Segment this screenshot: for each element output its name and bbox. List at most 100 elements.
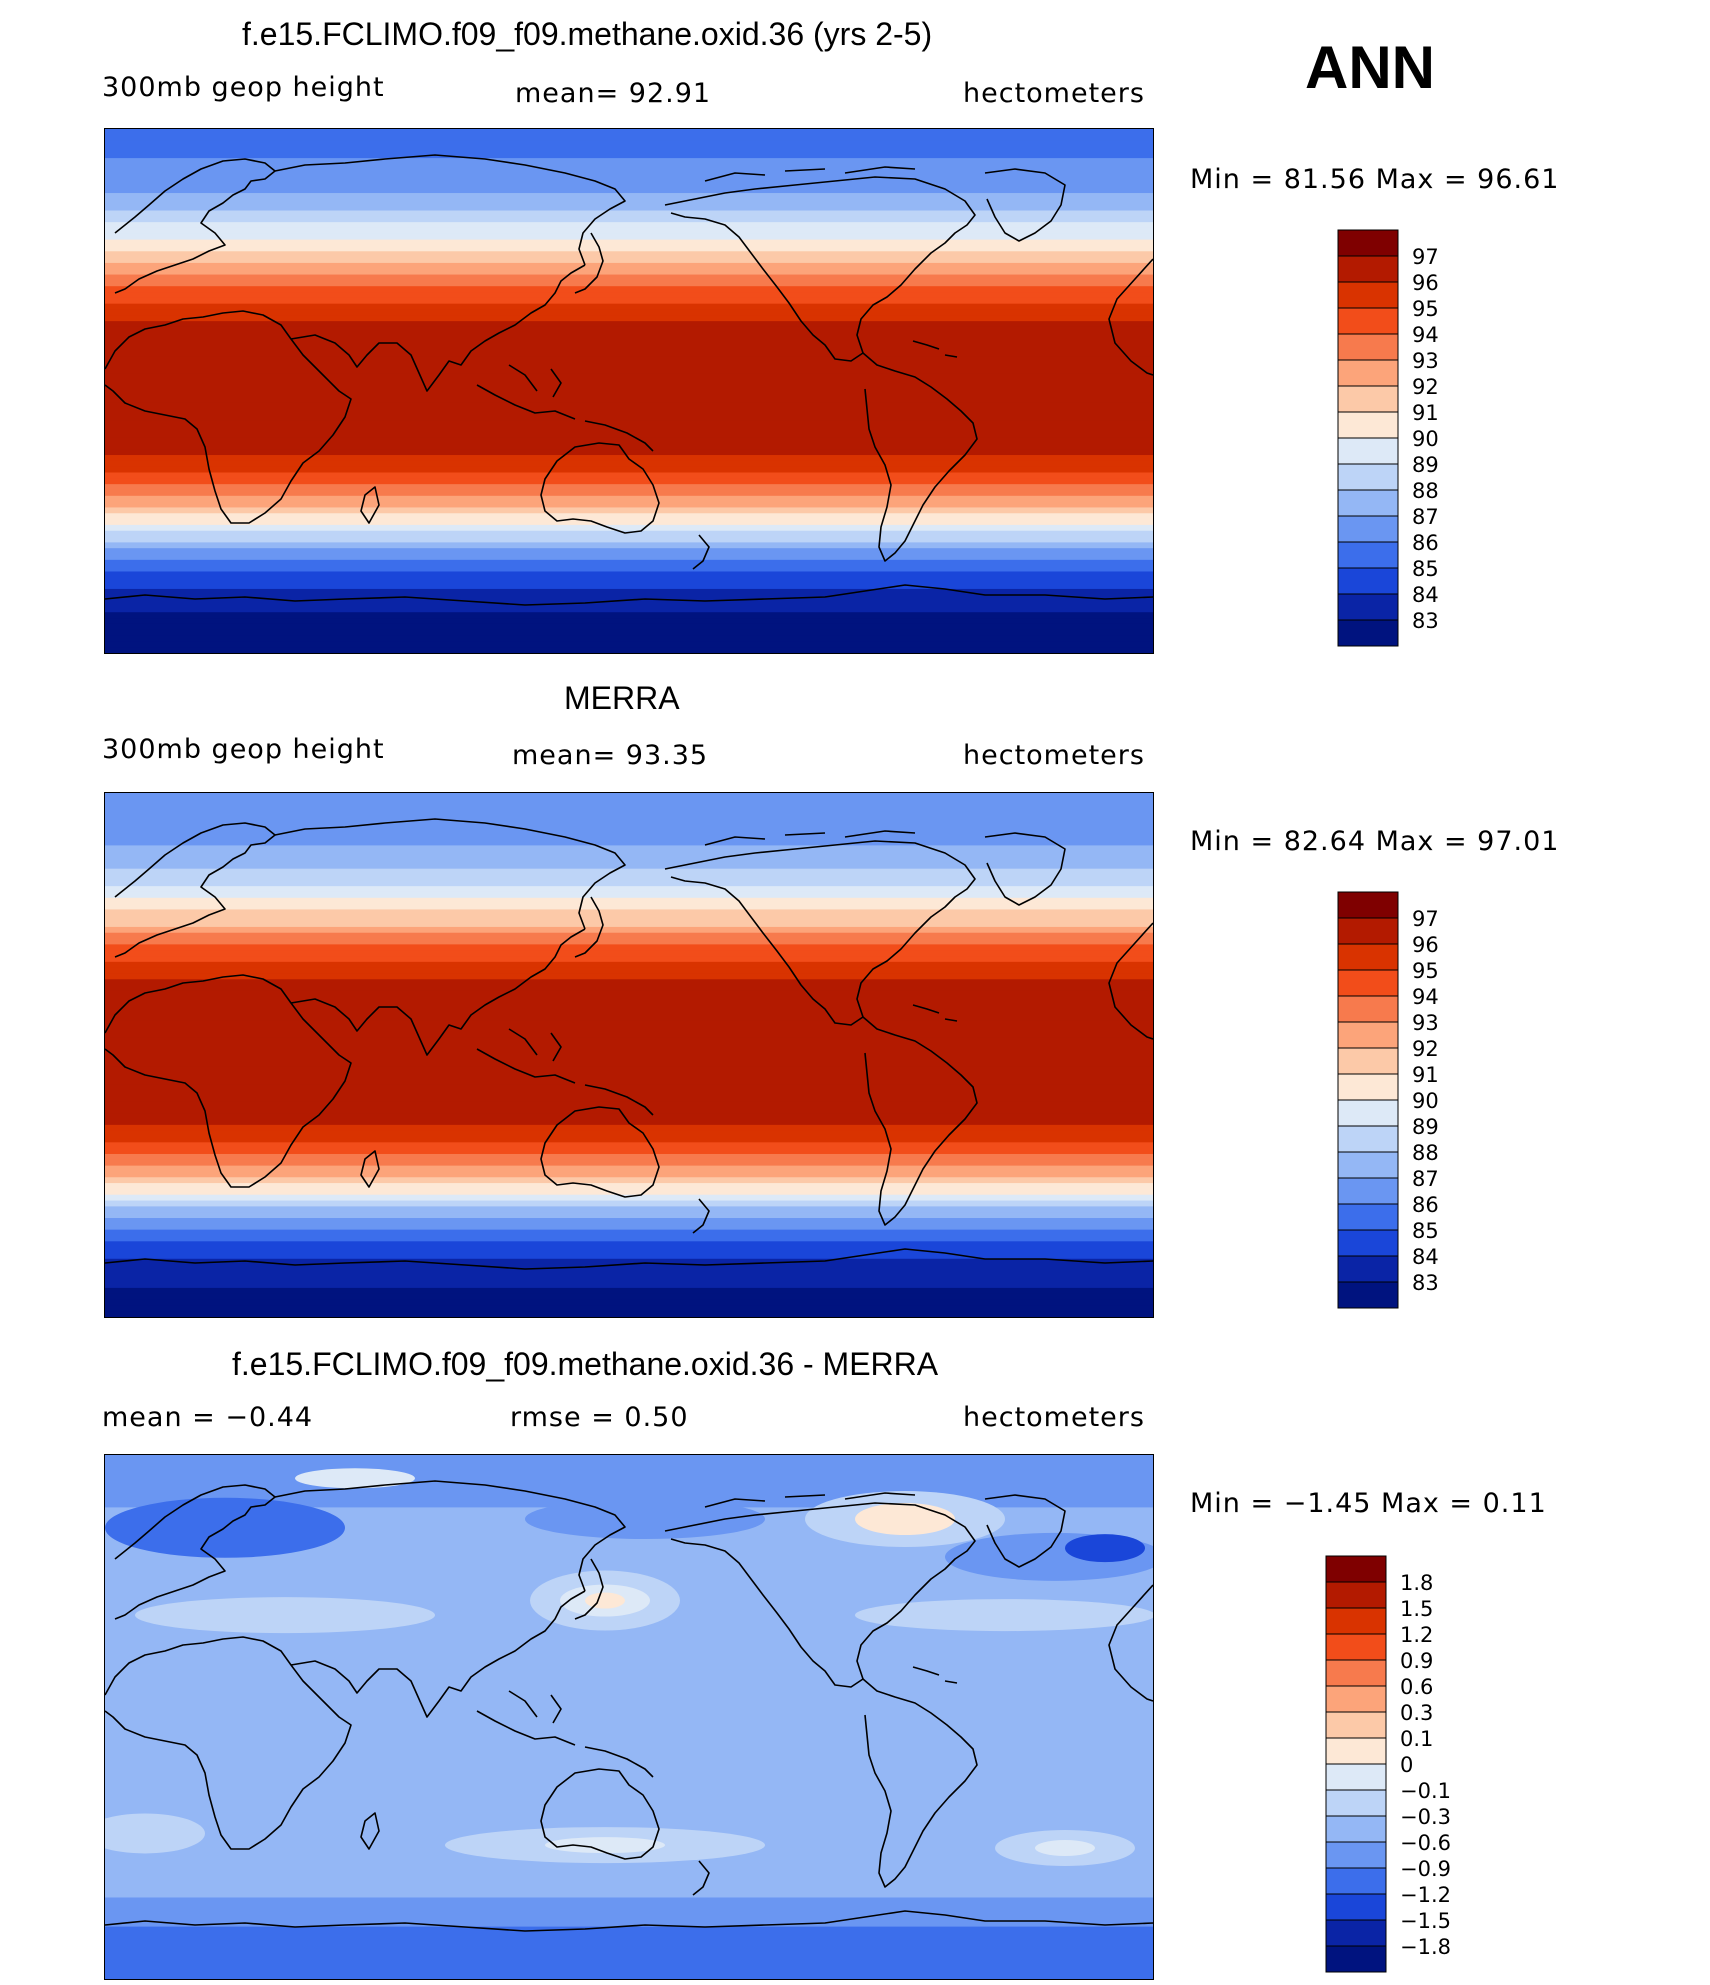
contour-band (105, 938, 1153, 945)
contour-band (105, 274, 1153, 281)
contour-band (105, 1055, 1153, 1062)
coastline (584, 1084, 654, 1116)
contour-band (105, 361, 1153, 369)
coastline (114, 158, 276, 294)
contour-band (105, 816, 1153, 823)
contour-band (105, 1299, 1153, 1306)
panel1-contour-field (105, 129, 1153, 653)
contour-band (105, 408, 1153, 415)
colorbar-box (1325, 1555, 1387, 1583)
contour-band (105, 1258, 1153, 1266)
coastline (584, 1746, 654, 1778)
contour-band (105, 175, 1153, 182)
colorbar-box (1337, 333, 1399, 361)
coastline (540, 1768, 660, 1860)
contour-band (105, 583, 1153, 590)
contour-band (105, 385, 1153, 392)
colorbar-tick-label: 92 (1412, 375, 1439, 399)
coastline (1108, 1584, 1153, 1702)
contour-band (105, 519, 1153, 526)
coastline (360, 1150, 380, 1188)
contour-band (105, 1142, 1153, 1149)
contour-patch (855, 1503, 955, 1536)
contour-band (105, 332, 1153, 340)
colorbar-tick-label: 0.3 (1400, 1701, 1433, 1725)
colorbar-tick-label: −0.1 (1400, 1779, 1451, 1803)
contour-band (105, 1084, 1153, 1091)
contour-patch (105, 1455, 1153, 1508)
contour-band (105, 880, 1153, 887)
colorbar-box (1337, 1255, 1399, 1283)
coastline (105, 1636, 352, 1850)
contour-band (105, 804, 1153, 812)
coastline (862, 1678, 978, 1888)
contour-band (105, 210, 1153, 217)
contour-band (105, 1020, 1153, 1027)
contour-band (105, 1165, 1153, 1173)
contour-band (105, 344, 1153, 351)
colorbar-box (1337, 463, 1399, 491)
colorbar-tick-label: 96 (1412, 933, 1439, 957)
colorbar-tick-label: −1.5 (1400, 1909, 1451, 1933)
coastline (1108, 258, 1153, 376)
coastline (704, 166, 916, 182)
contour-band (105, 193, 1153, 200)
coastline (574, 232, 604, 294)
panel2-title: MERRA (564, 680, 680, 716)
contour-band (105, 495, 1153, 503)
season-label: ANN (1305, 34, 1435, 101)
colorbar-tick-label: 0 (1400, 1753, 1413, 1777)
contour-band (105, 635, 1153, 642)
panel1-mean-label: mean= 92.91 (515, 78, 712, 109)
colorbar-box (1337, 255, 1399, 283)
contour-band (105, 216, 1153, 223)
contour-band (105, 594, 1153, 602)
contour-band (105, 973, 1153, 980)
contour-band (105, 251, 1153, 258)
coastline (574, 896, 604, 958)
contour-band (105, 437, 1153, 444)
contour-band (105, 944, 1153, 951)
coastline (1108, 922, 1153, 1040)
coastline (574, 1558, 604, 1620)
contour-band (105, 315, 1153, 322)
contour-band (105, 262, 1153, 270)
coastline (862, 1016, 978, 1226)
contour-band (105, 915, 1153, 922)
contour-band (105, 641, 1153, 648)
colorbar-box (1337, 1021, 1399, 1049)
colorbar-box (1337, 437, 1399, 465)
contour-band (105, 489, 1153, 497)
contour-band (105, 1148, 1153, 1155)
contour-band (105, 507, 1153, 514)
contour-band (105, 1218, 1153, 1225)
colorbar-box (1337, 1177, 1399, 1205)
contour-band (105, 1153, 1153, 1161)
panel3-contour-field (105, 1455, 1153, 1979)
colorbar-box (1325, 1815, 1387, 1843)
contour-band (105, 548, 1153, 555)
colorbar-box (1325, 1763, 1387, 1791)
contour-band (105, 600, 1153, 608)
contour-band (105, 303, 1153, 311)
contour-band (105, 1287, 1153, 1295)
colorbar-box (1337, 619, 1399, 647)
colorbar-box (1325, 1789, 1387, 1817)
contour-band (105, 565, 1153, 573)
panel2-min-max: Min = 82.64 Max = 97.01 (1190, 826, 1560, 857)
contour-band (105, 1089, 1153, 1097)
contour-band (105, 443, 1153, 450)
colorbar-box (1325, 1685, 1387, 1713)
contour-band (105, 472, 1153, 479)
coastline (862, 352, 978, 562)
colorbar-box (1337, 1047, 1399, 1075)
contour-patch (105, 1926, 1153, 1979)
colorbar-tick-label: 0.1 (1400, 1727, 1433, 1751)
contour-band (105, 227, 1153, 235)
coastline (476, 364, 576, 420)
contour-band (105, 1206, 1153, 1213)
panel1-variable-label: 300mb geop height (102, 72, 385, 103)
panel3-mean-label: mean = −0.44 (102, 1402, 314, 1433)
panel1-title: f.e15.FCLIMO.f09_f09.methane.oxid.36 (yr… (242, 16, 933, 52)
colorbar-tick-label: 93 (1412, 349, 1439, 373)
